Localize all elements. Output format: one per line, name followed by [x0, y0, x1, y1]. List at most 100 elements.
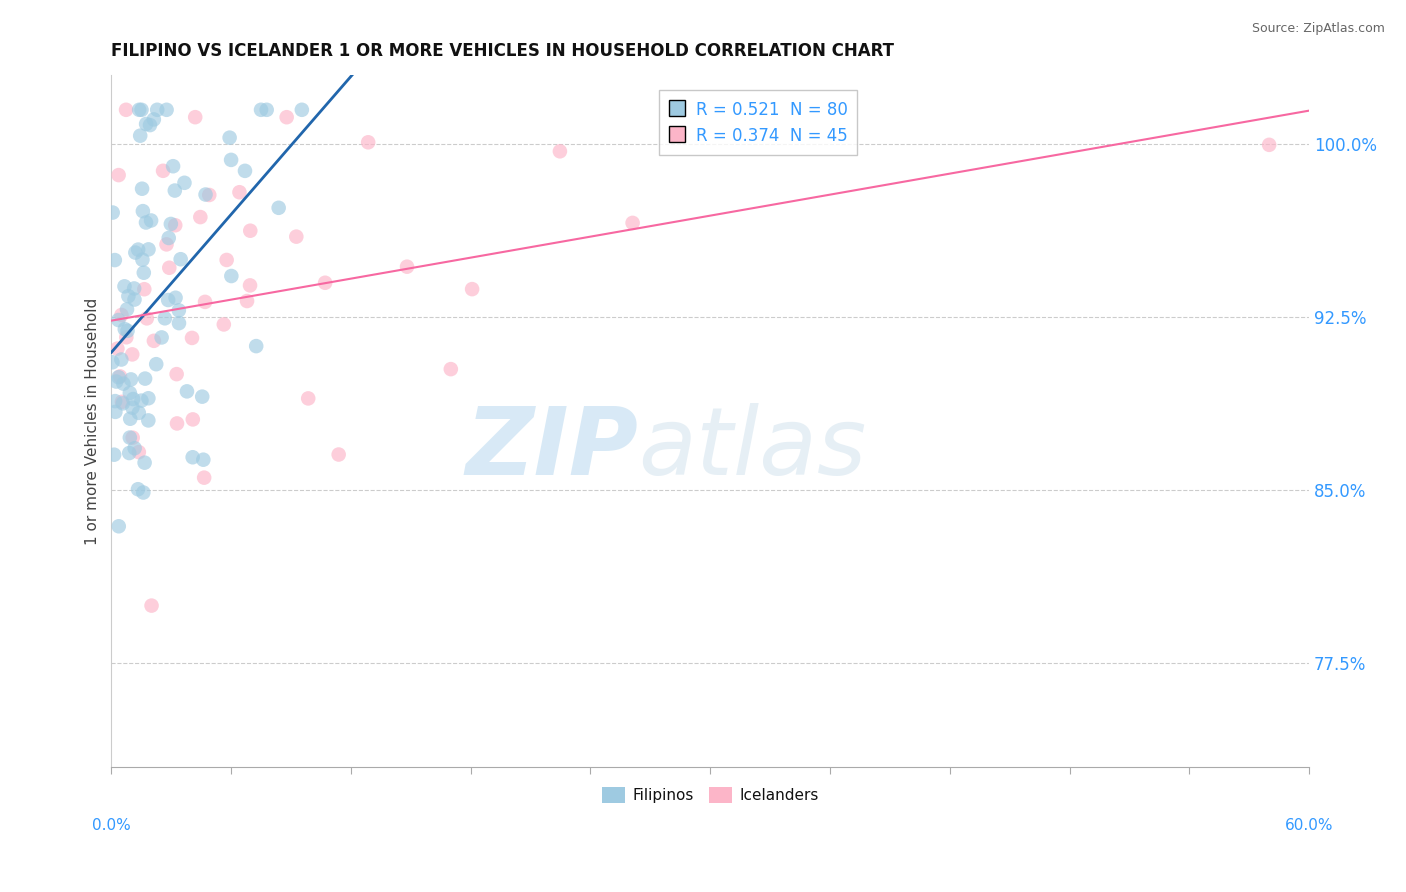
Point — [228, 186, 250, 200]
Point — [104, 253, 127, 268]
Point — [114, 279, 136, 293]
Point — [101, 355, 124, 369]
Point — [233, 164, 256, 178]
Text: FILIPINO VS ICELANDER 1 OR MORE VEHICLES IN HOUSEHOLD CORRELATION CHART: FILIPINO VS ICELANDER 1 OR MORE VEHICLES… — [111, 42, 894, 60]
Point — [117, 324, 139, 338]
Point — [107, 370, 129, 384]
Point — [176, 384, 198, 399]
Point — [162, 159, 184, 173]
Point — [461, 282, 484, 296]
Point — [167, 303, 190, 318]
Point — [219, 153, 242, 167]
Point — [150, 330, 173, 344]
Point — [215, 252, 238, 267]
Point — [297, 392, 319, 406]
Point — [132, 266, 155, 280]
Point — [118, 431, 141, 445]
Point — [1258, 137, 1281, 152]
Point — [146, 103, 169, 117]
Point — [110, 352, 132, 367]
Point — [194, 294, 217, 309]
Point — [111, 394, 134, 409]
Point — [173, 176, 195, 190]
Point — [120, 411, 142, 425]
Point — [145, 357, 167, 371]
Point — [124, 245, 146, 260]
Point — [129, 128, 152, 143]
Point — [221, 268, 243, 283]
Text: 60.0%: 60.0% — [1285, 818, 1333, 833]
Point — [120, 372, 142, 386]
Point — [157, 293, 180, 307]
Point — [118, 446, 141, 460]
Point — [621, 216, 644, 230]
Point — [135, 215, 157, 229]
Point — [104, 405, 127, 419]
Point — [285, 229, 308, 244]
Point — [181, 331, 204, 345]
Point — [121, 401, 143, 415]
Point — [166, 367, 188, 381]
Point — [128, 406, 150, 420]
Point — [131, 393, 153, 408]
Point — [160, 217, 183, 231]
Point — [218, 130, 240, 145]
Point — [122, 392, 145, 406]
Point — [108, 369, 131, 384]
Text: ZIP: ZIP — [465, 403, 638, 495]
Point — [193, 452, 215, 467]
Point — [155, 103, 177, 117]
Point — [212, 318, 235, 332]
Point — [101, 205, 124, 219]
Point — [167, 316, 190, 330]
Point — [139, 213, 162, 227]
Point — [155, 237, 177, 252]
Point — [153, 311, 176, 326]
Point — [112, 376, 135, 391]
Point — [395, 260, 418, 274]
Point — [115, 103, 138, 117]
Point — [128, 103, 150, 117]
Point — [131, 182, 153, 196]
Point — [121, 431, 143, 445]
Point — [184, 110, 207, 124]
Point — [181, 412, 204, 426]
Point — [124, 293, 146, 307]
Point — [165, 219, 187, 233]
Point — [124, 441, 146, 455]
Point — [256, 103, 278, 117]
Point — [103, 448, 125, 462]
Point — [105, 375, 128, 389]
Point — [194, 187, 217, 202]
Point — [122, 281, 145, 295]
Point — [157, 260, 180, 275]
Point — [267, 201, 290, 215]
Y-axis label: 1 or more Vehicles in Household: 1 or more Vehicles in Household — [86, 298, 100, 545]
Point — [166, 417, 188, 431]
Point — [157, 231, 180, 245]
Point — [115, 302, 138, 317]
Point — [188, 210, 211, 224]
Point — [250, 103, 273, 117]
Point — [117, 289, 139, 303]
Point — [236, 293, 259, 308]
Point — [239, 278, 262, 293]
Point — [198, 188, 221, 202]
Point — [132, 204, 155, 219]
Point — [170, 252, 193, 267]
Text: atlas: atlas — [638, 403, 866, 494]
Point — [163, 184, 186, 198]
Point — [107, 313, 129, 327]
Point — [138, 413, 160, 427]
Point — [276, 110, 298, 124]
Point — [193, 470, 215, 484]
Point — [104, 394, 127, 409]
Point — [121, 347, 143, 361]
Point — [181, 450, 204, 465]
Point — [141, 599, 163, 613]
Point — [131, 252, 153, 267]
Point — [115, 330, 138, 344]
Point — [131, 103, 153, 117]
Point — [132, 485, 155, 500]
Point — [152, 163, 174, 178]
